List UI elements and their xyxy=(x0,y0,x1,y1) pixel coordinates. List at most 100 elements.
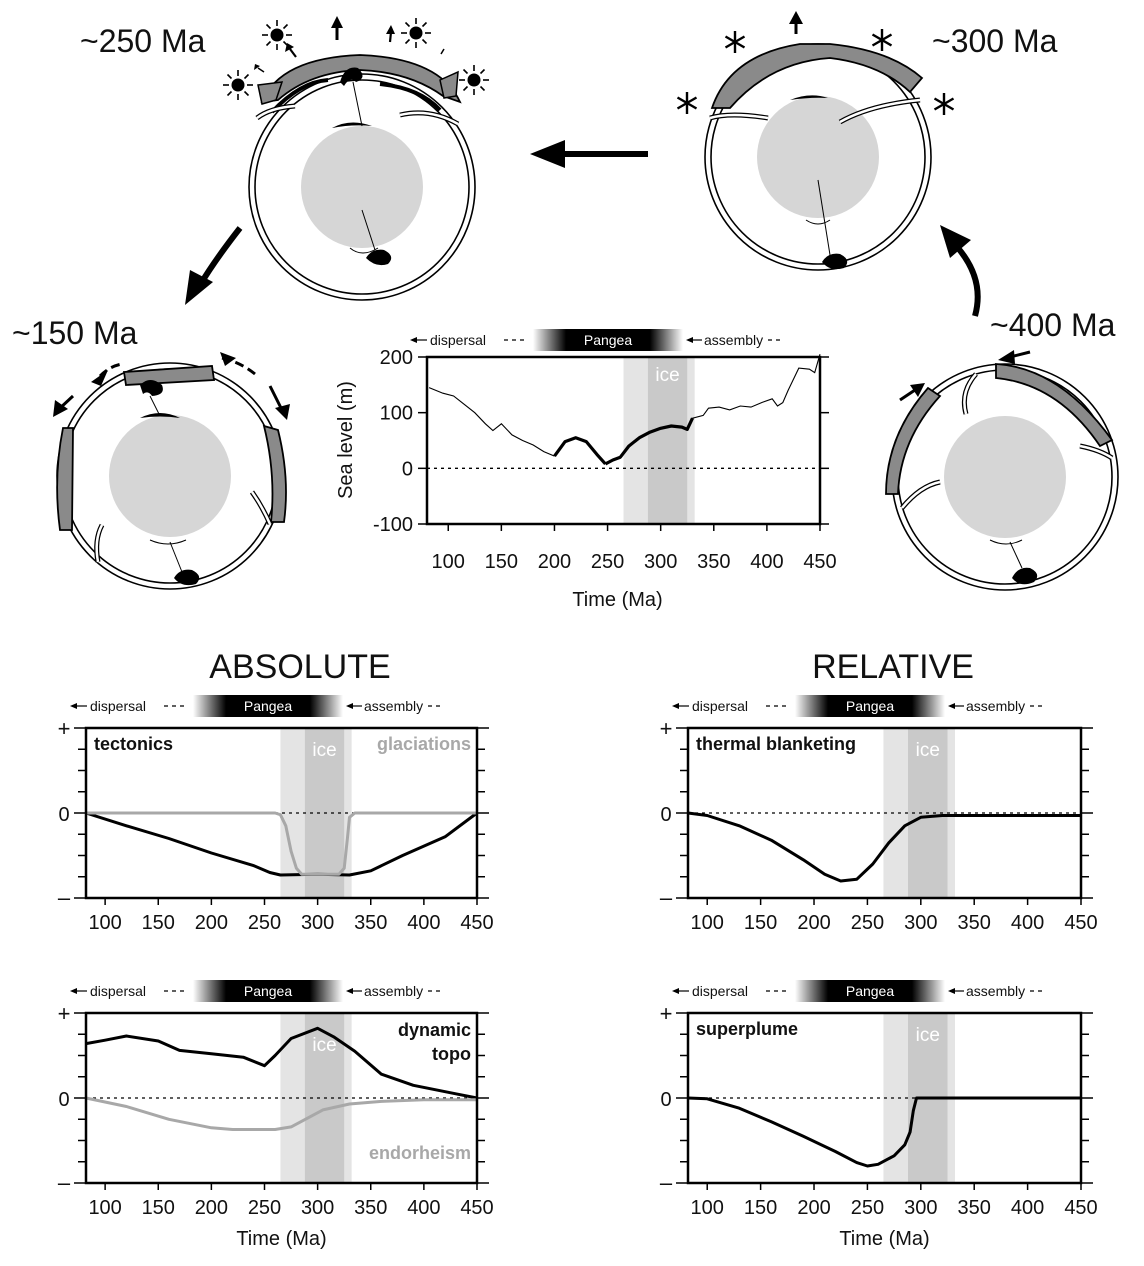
x-tick-label: 200 xyxy=(195,1197,228,1219)
x-tick-label: 250 xyxy=(851,1197,884,1219)
dispersal-arrowhead xyxy=(672,703,679,709)
panel-label-2: glaciations xyxy=(377,734,471,754)
x-tick-label: 100 xyxy=(691,912,724,934)
globe-300 xyxy=(704,43,932,271)
x-tick-label: 300 xyxy=(301,1197,334,1219)
assembly-label: assembly xyxy=(364,698,423,714)
x-tick-label: 400 xyxy=(407,912,440,934)
y-axis-label: Sea level (m) xyxy=(335,381,357,499)
label-400: ~400 Ma xyxy=(990,307,1116,343)
globe-400 xyxy=(885,350,1119,591)
series-line-endorheism xyxy=(85,1096,477,1131)
x-tick-label: 300 xyxy=(904,1197,937,1219)
x-tick-label: 100 xyxy=(88,1197,121,1219)
dispersal-arrowhead xyxy=(70,703,77,709)
arrow-250-to-150 xyxy=(185,226,243,305)
core xyxy=(757,96,879,218)
assembly-arrowhead xyxy=(948,703,955,709)
pangea-bar xyxy=(795,695,945,717)
y-plus-label: + xyxy=(660,1001,673,1026)
y-minus-label: – xyxy=(660,885,673,910)
assembly-label: assembly xyxy=(966,698,1025,714)
panel-label: thermal blanketing xyxy=(696,734,856,754)
plume-head xyxy=(340,67,363,86)
pangea-bar xyxy=(795,980,945,1002)
x-tick-label: 200 xyxy=(797,912,830,934)
x-tick-label: 100 xyxy=(88,912,121,934)
heading-absolute: ABSOLUTE xyxy=(209,648,390,686)
x-tick-label: 450 xyxy=(1064,1197,1097,1219)
x-tick-label: 350 xyxy=(697,551,730,573)
core xyxy=(301,126,423,248)
sealevel-line-pangea-b xyxy=(604,417,694,466)
pangea-bar xyxy=(193,695,343,717)
assembly-arrowhead xyxy=(686,337,693,343)
y-tick-label: 0 xyxy=(402,458,413,480)
series-line-superplume xyxy=(687,1096,1081,1168)
globe-150 xyxy=(53,352,290,590)
dispersal-arrowhead xyxy=(672,988,679,994)
panel-label: tectonics xyxy=(94,734,173,754)
x-tick-label: 400 xyxy=(1011,912,1044,934)
x-tick-label: 450 xyxy=(460,1197,493,1219)
assembly-label: assembly xyxy=(364,983,423,999)
x-axis-label: Time (Ma) xyxy=(572,589,662,611)
pangea-bar xyxy=(193,980,343,1002)
series-line-glaciations xyxy=(86,811,477,876)
arrow-400-to-300 xyxy=(940,225,981,317)
arrow-300-to-250 xyxy=(530,140,648,168)
y-zero-label: 0 xyxy=(660,1089,671,1111)
x-tick-label: 350 xyxy=(958,1197,991,1219)
continent xyxy=(885,386,942,495)
plot-frame xyxy=(425,355,822,526)
x-tick-label: 350 xyxy=(354,912,387,934)
sealevel-line-pangea-a xyxy=(553,436,607,465)
assembly-arrowhead xyxy=(346,703,353,709)
pangea-label: Pangea xyxy=(244,983,292,999)
x-tick-label: 400 xyxy=(407,1197,440,1219)
superplume-chart: ice 100 150 200 250 300 350 400 450 Time (Ma) +0 – s… xyxy=(660,980,1098,1250)
panel-label-line2: topo xyxy=(432,1044,471,1064)
x-tick-label: 250 xyxy=(591,551,624,573)
x-tick-label: 100 xyxy=(691,1197,724,1219)
y-tick-label: 200 xyxy=(380,347,413,369)
x-tick-label: 300 xyxy=(301,912,334,934)
sealevel-line-early xyxy=(428,387,555,457)
pangea-label: Pangea xyxy=(846,698,894,714)
y-minus-label: – xyxy=(58,885,71,910)
x-tick-label: 400 xyxy=(1011,1197,1044,1219)
panel-label: dynamic xyxy=(398,1020,471,1040)
assembly-label: assembly xyxy=(704,332,763,348)
y-zero-label: 0 xyxy=(58,1089,69,1111)
y-tick-label: -100 xyxy=(373,514,413,536)
dispersal-label: dispersal xyxy=(430,332,486,348)
pangea-continent xyxy=(260,54,462,104)
core xyxy=(944,416,1066,538)
assembly-arrowhead xyxy=(948,988,955,994)
pangea-label: Pangea xyxy=(846,983,894,999)
x-tick-label: 100 xyxy=(432,551,465,573)
tectonics-chart: ice 100 150 200 250 300 350 400 450 +0 – tectonics g… xyxy=(58,695,494,934)
x-tick-label: 250 xyxy=(248,1197,281,1219)
x-tick-label: 200 xyxy=(797,1197,830,1219)
ice-band-inner xyxy=(647,357,688,524)
y-plus-label: + xyxy=(660,716,673,741)
x-tick-label: 200 xyxy=(195,912,228,934)
series-line-thermal-blanketing xyxy=(687,811,1081,883)
x-tick-label: 450 xyxy=(803,551,836,573)
y-zero-label: 0 xyxy=(660,804,671,826)
assembly-label: assembly xyxy=(966,983,1025,999)
dispersal-label: dispersal xyxy=(692,983,748,999)
panel-label: superplume xyxy=(696,1019,798,1039)
x-tick-label: 150 xyxy=(142,912,175,934)
x-tick-label: 150 xyxy=(485,551,518,573)
x-tick-label: 350 xyxy=(354,1197,387,1219)
ice-label: ice xyxy=(312,1035,336,1056)
x-tick-label: 250 xyxy=(248,912,281,934)
x-tick-label: 150 xyxy=(744,1197,777,1219)
x-tick-label: 300 xyxy=(904,912,937,934)
y-minus-label: – xyxy=(58,1170,71,1195)
x-tick-label: 250 xyxy=(851,912,884,934)
